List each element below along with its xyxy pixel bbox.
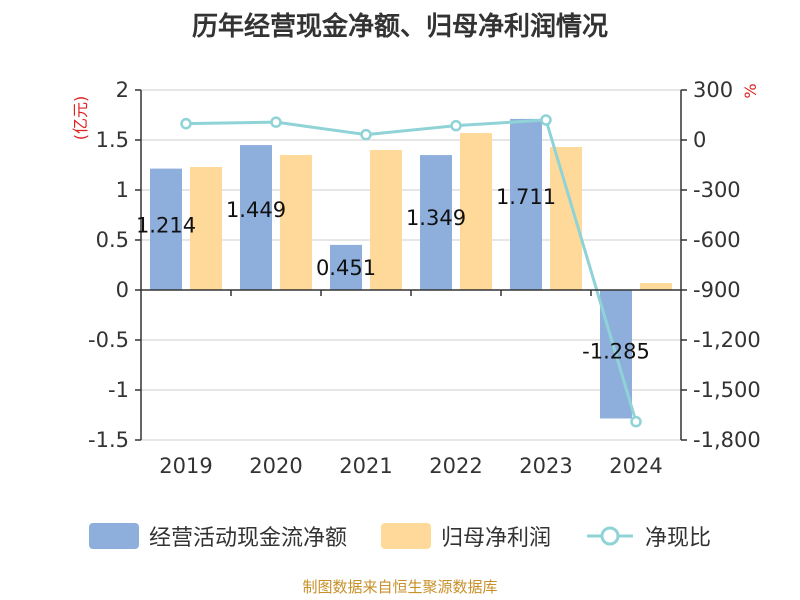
ratio-point-2019 <box>180 117 192 130</box>
right-tick-label-0: 300 <box>693 78 733 102</box>
x-tick-label-2019: 2019 <box>159 454 212 478</box>
bar-cashflow-2019 <box>150 168 182 290</box>
x-tick-label-2020: 2020 <box>249 454 302 478</box>
right-tick-label-5: -1,200 <box>693 328 761 352</box>
left-tick-label-5: -0.5 <box>88 328 129 352</box>
right-tick-label-3: -600 <box>693 228 741 252</box>
bar-net-profit-2022 <box>460 133 492 290</box>
ratio-point-2021 <box>360 128 372 141</box>
right-axis-unit: % <box>741 83 760 98</box>
bar-net-profit-2020 <box>280 155 312 290</box>
bar-net-profit-2019 <box>190 167 222 290</box>
data-label-2021: 0.451 <box>316 256 376 280</box>
left-axis-unit: (亿元) <box>71 96 90 141</box>
legend-swatch-ratio <box>587 526 633 546</box>
bars <box>150 118 672 419</box>
bar-net-profit-2023 <box>550 147 582 290</box>
legend-label-cashflow: 经营活动现金流净额 <box>148 526 347 551</box>
legend-swatch-net-profit <box>380 523 431 549</box>
ratio-point-2020 <box>270 116 282 128</box>
right-tick-label-1: 0 <box>693 128 706 152</box>
right-tick-label-2: -300 <box>693 178 741 202</box>
left-tick-label-6: -1 <box>108 378 129 402</box>
legend-item-cashflow[interactable]: 经营活动现金流净额 <box>88 520 347 552</box>
chart-title: 历年经营现金净额、归母净利润情况 <box>191 12 608 42</box>
legend: 经营活动现金流净额 归母净利润 净现比 <box>0 516 800 556</box>
data-labels: 1.214 1.449 0.451 1.349 1.711 -1.285 <box>136 185 650 364</box>
ratio-line <box>180 114 642 428</box>
ratio-point-2024 <box>630 415 642 428</box>
x-tick-label-2024: 2024 <box>609 454 662 478</box>
bar-cashflow-2021 <box>330 244 362 290</box>
left-tick-label-4: 0 <box>116 278 129 302</box>
bar-cashflow-2023 <box>510 118 542 291</box>
left-tick-label-3: 0.5 <box>96 228 129 252</box>
right-tick-label-4: -900 <box>693 278 741 302</box>
grid-lines <box>141 89 681 441</box>
data-label-2023: 1.711 <box>496 185 556 209</box>
legend-label-ratio: 净现比 <box>645 526 712 551</box>
x-tick-label-2021: 2021 <box>339 454 392 478</box>
legend-item-net-profit[interactable]: 归母净利润 <box>380 520 551 552</box>
bar-net-profit-2021 <box>370 150 402 290</box>
axes: 2 1.5 1 0.5 0 -0.5 -1 -1.5 300 0 -300 -600 -900 -1,20… <box>88 78 761 478</box>
x-tick-label-2023: 2023 <box>519 454 572 478</box>
bar-cashflow-2020 <box>240 145 272 290</box>
left-tick-label-1: 1.5 <box>96 128 129 152</box>
legend-swatch-cashflow <box>88 523 139 549</box>
right-tick-label-7: -1,800 <box>693 428 761 452</box>
x-tick-label-2022: 2022 <box>429 454 482 478</box>
left-tick-label-7: -1.5 <box>88 428 129 452</box>
left-tick-label-2: 1 <box>116 178 129 202</box>
legend-label-net-profit: 归母净利润 <box>440 526 551 551</box>
ratio-line-path <box>185 118 638 423</box>
legend-item-ratio[interactable]: 净现比 <box>585 520 711 552</box>
bar-net-profit-2024 <box>640 283 672 290</box>
right-tick-label-6: -1,500 <box>693 378 761 402</box>
data-label-2022: 1.349 <box>406 206 466 230</box>
left-tick-label-0: 2 <box>116 78 129 102</box>
ratio-point-2023 <box>540 114 552 126</box>
data-label-2019: 1.214 <box>136 214 196 238</box>
data-label-2024: -1.285 <box>582 340 650 364</box>
source-note: 制图数据来自恒生聚源数据库 <box>302 578 498 596</box>
bar-cashflow-2022 <box>420 155 452 290</box>
data-label-2020: 1.449 <box>226 198 286 222</box>
ratio-point-2022 <box>450 119 462 132</box>
